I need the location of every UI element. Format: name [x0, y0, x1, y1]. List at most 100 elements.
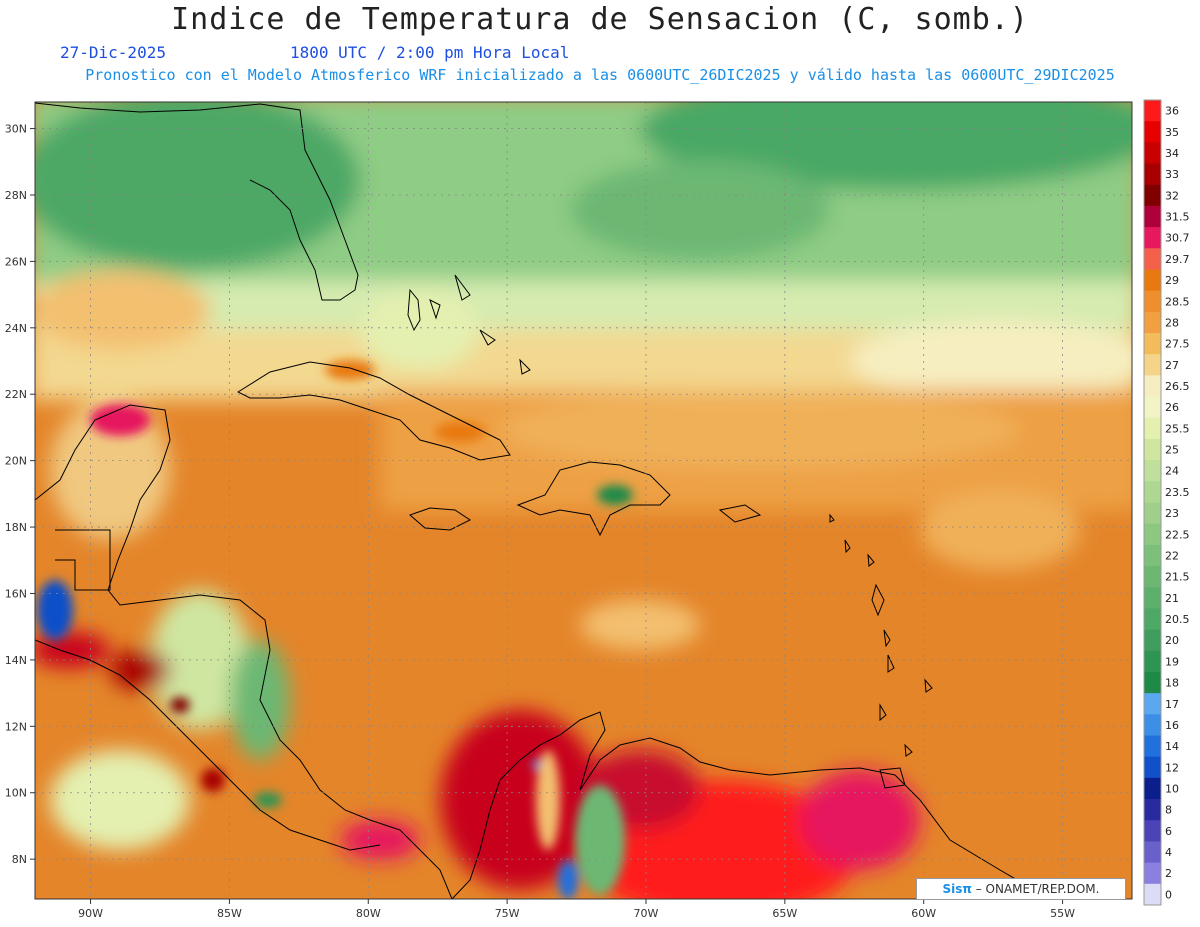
colorbar-label: 23 — [1165, 507, 1179, 520]
graticule — [35, 102, 1132, 899]
colorbar-swatch — [1144, 523, 1161, 546]
colorbar-label: 12 — [1165, 761, 1179, 774]
colorbar-swatch — [1144, 820, 1161, 842]
colorbar-swatch — [1144, 460, 1161, 482]
colorbar-swatch — [1144, 608, 1161, 631]
colorbar-label: 18 — [1165, 677, 1179, 690]
colorbar-label: 30.7 — [1165, 232, 1190, 245]
colorbar-swatch — [1144, 396, 1161, 419]
colorbar-swatch — [1144, 735, 1161, 758]
colorbar-label: 27 — [1165, 359, 1179, 372]
lat-tick-label: 24N — [5, 322, 27, 335]
colorbar-swatch — [1144, 587, 1161, 609]
colorbar-swatch — [1144, 671, 1161, 694]
colorbar-label: 19 — [1165, 655, 1179, 668]
colorbar-label: 21 — [1165, 592, 1179, 605]
colorbar-label: 20.5 — [1165, 613, 1190, 626]
coastlines — [35, 102, 1051, 899]
lat-tick-label: 14N — [5, 654, 27, 667]
forecast-date: 27-Dic-2025 — [60, 43, 166, 62]
lat-tick-label: 26N — [5, 255, 27, 268]
lat-tick-label: 22N — [5, 388, 27, 401]
colorbar-swatch — [1144, 650, 1161, 673]
colorbar-swatch — [1144, 375, 1161, 398]
lon-tick-label: 75W — [495, 907, 520, 920]
model-info: Pronostico con el Modelo Atmosferico WRF… — [85, 66, 1115, 84]
colorbar-label: 22 — [1165, 549, 1179, 562]
colorbar-label: 20 — [1165, 634, 1179, 647]
colorbar-label: 22.5 — [1165, 528, 1190, 541]
colorbar-swatch — [1144, 290, 1161, 313]
colorbar-swatch — [1144, 184, 1161, 207]
colorbar-label: 23.5 — [1165, 486, 1190, 499]
colorbar-swatch — [1144, 227, 1161, 249]
colorbar-swatch — [1144, 417, 1161, 440]
colorbar-swatch — [1144, 883, 1161, 906]
lat-tick-label: 16N — [5, 587, 27, 600]
colorbar-swatch — [1144, 354, 1161, 376]
heat-field — [35, 102, 1132, 899]
colorbar-swatch — [1144, 566, 1161, 588]
lat-tick-label: 10N — [5, 787, 27, 800]
colorbar-label: 33 — [1165, 168, 1179, 181]
colorbar-frame — [1143, 99, 1162, 906]
lon-tick-label: 80W — [356, 907, 381, 920]
colorbar-label: 36 — [1165, 105, 1179, 118]
colorbar: 363534333231.530.729.72928.52827.52726.5… — [1143, 99, 1190, 906]
credit-text: – ONAMET/REP.DOM. — [971, 882, 1100, 896]
lon-tick-label: 65W — [772, 907, 797, 920]
colorbar-label: 16 — [1165, 719, 1179, 732]
colorbar-swatch — [1144, 163, 1161, 186]
colorbar-label: 17 — [1165, 698, 1179, 711]
colorbar-swatch — [1144, 629, 1161, 652]
colorbar-label: 27.5 — [1165, 338, 1190, 351]
islands — [407, 274, 933, 789]
lat-tick-label: 8N — [12, 853, 27, 866]
colorbar-swatch — [1144, 481, 1161, 503]
colorbar-label: 25 — [1165, 444, 1179, 457]
colorbar-swatch — [1144, 121, 1161, 143]
credit-box: Sisπ – ONAMET/REP.DOM. — [916, 878, 1126, 900]
sispi-logo: Sisπ — [942, 882, 972, 896]
lon-tick-label: 70W — [634, 907, 659, 920]
colorbar-label: 10 — [1165, 782, 1179, 795]
colorbar-swatch — [1144, 205, 1161, 228]
lon-tick-label: 90W — [78, 907, 103, 920]
lat-tick-label: 20N — [5, 455, 27, 468]
colorbar-label: 25.5 — [1165, 422, 1190, 435]
chart-title: Indice de Temperatura de Sensacion (C, s… — [171, 2, 1029, 37]
colorbar-swatch — [1144, 248, 1161, 270]
colorbar-swatch — [1144, 841, 1161, 864]
colorbar-label: 29.7 — [1165, 253, 1190, 266]
lat-tick-label: 12N — [5, 720, 27, 733]
lon-tick-label: 60W — [911, 907, 936, 920]
colorbar-label: 31.5 — [1165, 211, 1190, 224]
colorbar-label: 8 — [1165, 804, 1172, 817]
colorbar-label: 32 — [1165, 189, 1179, 202]
colorbar-swatch — [1144, 756, 1161, 779]
latitude-axis: 8N 10N 12N 14N 16N 18N 20N 22N 24N 26N 28N 30N — [5, 123, 35, 866]
colorbar-label: 28.5 — [1165, 295, 1190, 308]
plot-frame — [34, 101, 1133, 900]
colorbar-label: 29 — [1165, 274, 1179, 287]
colorbar-label: 0 — [1165, 888, 1172, 901]
lon-tick-label: 55W — [1050, 907, 1075, 920]
colorbar-swatch — [1144, 333, 1161, 355]
colorbar-swatch — [1144, 862, 1161, 885]
colorbar-label: 26 — [1165, 401, 1179, 414]
colorbar-swatch — [1144, 544, 1161, 567]
colorbar-swatch — [1144, 777, 1161, 800]
colorbar-label: 28 — [1165, 316, 1179, 329]
colorbar-swatch — [1144, 269, 1161, 292]
colorbar-label: 21.5 — [1165, 571, 1190, 584]
colorbar-label: 4 — [1165, 846, 1172, 859]
colorbar-label: 35 — [1165, 126, 1179, 139]
colorbar-swatch — [1144, 714, 1161, 737]
colorbar-swatch — [1144, 799, 1161, 821]
colorbar-swatch — [1144, 438, 1161, 461]
colorbar-label: 26.5 — [1165, 380, 1190, 393]
longitude-axis: 90W 85W 80W 75W 70W 65W 60W 55W — [78, 899, 1075, 920]
colorbar-swatch — [1144, 693, 1161, 715]
colorbar-swatch — [1144, 311, 1161, 334]
